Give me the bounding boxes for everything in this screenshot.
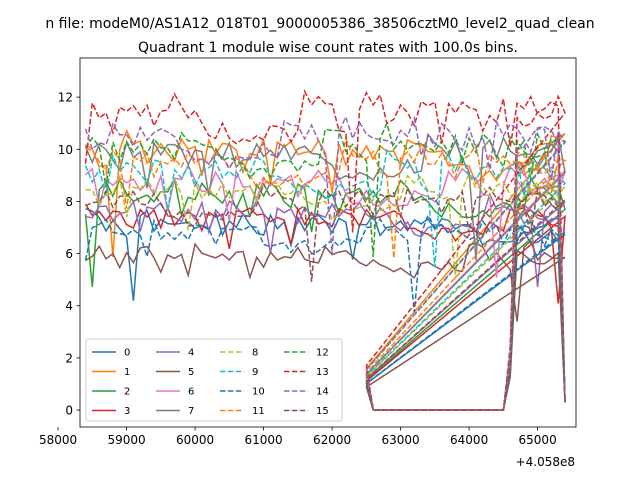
- series-line-7: [84, 131, 566, 411]
- legend-label-0: 0: [124, 348, 130, 359]
- x-tick-label: 65000: [519, 433, 557, 447]
- legend-label-11: 11: [252, 406, 265, 417]
- chart-title: Quadrant 1 module wise count rates with …: [138, 40, 518, 56]
- legend-label-4: 4: [188, 348, 194, 359]
- y-axis: 0 2 4 6 8 10 12: [58, 91, 80, 418]
- legend-label-9: 9: [252, 367, 258, 378]
- legend-label-13: 13: [316, 367, 329, 378]
- y-tick-label: 10: [58, 143, 73, 157]
- series-line-11: [85, 135, 567, 411]
- legend-box: [85, 338, 343, 422]
- series-line-2: [84, 176, 566, 411]
- x-axis: 58000 59000 60000 61000 62000 63000 64000 65000: [39, 427, 557, 447]
- x-offset-label: +4.058e8: [516, 455, 575, 469]
- y-tick-label: 0: [65, 404, 73, 418]
- figure-suptitle: n file: modeM0/AS1A12_018T01_9000005386_…: [45, 16, 594, 32]
- y-tick-label: 2: [65, 351, 73, 365]
- legend-label-3: 3: [124, 406, 130, 417]
- x-tick-label: 64000: [450, 433, 488, 447]
- x-tick-label: 63000: [382, 433, 420, 447]
- series-line-0: [85, 207, 566, 411]
- x-tick-label: 60000: [176, 433, 214, 447]
- legend-label-8: 8: [252, 348, 258, 359]
- legend-label-10: 10: [252, 387, 265, 398]
- series-line-10: [84, 213, 566, 411]
- y-tick-label: 4: [65, 299, 73, 313]
- legend-label-1: 1: [124, 367, 130, 378]
- y-tick-label: 12: [58, 91, 73, 105]
- series-line-15: [85, 182, 566, 411]
- series-line-14: [84, 114, 566, 411]
- legend-label-2: 2: [124, 387, 130, 398]
- y-tick-label: 6: [65, 247, 73, 261]
- series-line-5: [85, 239, 566, 411]
- y-tick-label: 8: [65, 195, 73, 209]
- x-tick-label: 62000: [313, 433, 351, 447]
- axes-frame: [79, 57, 577, 428]
- legend-label-14: 14: [316, 387, 329, 398]
- x-tick-label: 58000: [39, 433, 77, 447]
- x-tick-label: 59000: [107, 433, 145, 447]
- legend-label-7: 7: [188, 406, 194, 417]
- series-line-13: [84, 89, 566, 411]
- plot-lines: [84, 89, 567, 411]
- x-tick-label: 61000: [245, 433, 283, 447]
- legend-label-12: 12: [316, 348, 329, 359]
- legend-label-6: 6: [188, 387, 194, 398]
- series-line-12: [84, 120, 567, 411]
- series-line-1: [85, 128, 566, 411]
- legend-label-15: 15: [316, 406, 329, 417]
- legend-label-5: 5: [188, 367, 194, 378]
